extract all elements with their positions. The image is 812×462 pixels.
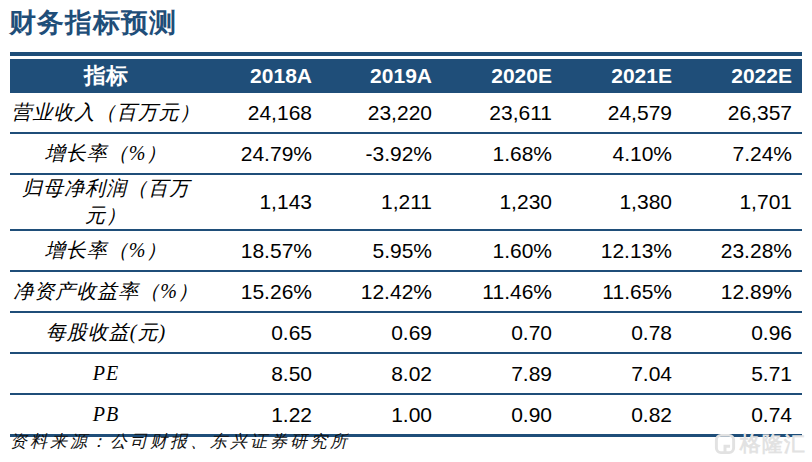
cell-value: 15.26% [202, 271, 322, 312]
cell-value: 11.65% [562, 271, 682, 312]
gelonghui-watermark: 格隆汇 [714, 430, 806, 458]
cell-value: 0.65 [202, 312, 322, 353]
cell-value: 7.24% [682, 133, 802, 174]
cell-value: 11.46% [442, 271, 562, 312]
cell-value: 24.79% [202, 133, 322, 174]
cell-value: 1,143 [202, 174, 322, 230]
cell-value: 24,168 [202, 93, 322, 133]
cell-value: 0.69 [322, 312, 442, 353]
cell-value: 26,357 [682, 93, 802, 133]
cell-value: 8.02 [322, 353, 442, 394]
cell-value: 5.95% [322, 230, 442, 271]
metric-label: 增长率（%） [10, 230, 202, 271]
cell-value: 1,211 [322, 174, 442, 230]
cell-value: 23,611 [442, 93, 562, 133]
cell-value: 7.04 [562, 353, 682, 394]
cell-value: 12.89% [682, 271, 802, 312]
column-header-2022e: 2022E [682, 59, 802, 93]
table-row: 每股收益(元) 0.65 0.69 0.70 0.78 0.96 [10, 312, 802, 353]
cell-value: 1,380 [562, 174, 682, 230]
watermark-label: 格隆汇 [740, 430, 806, 458]
metric-label: PE [10, 353, 202, 394]
cell-value: 7.89 [442, 353, 562, 394]
financial-forecast-table: 指标 2018A 2019A 2020E 2021E 2022E 营业收入（百万… [10, 59, 802, 437]
metric-label: 归母净利润（百万元） [10, 174, 202, 230]
cell-value: 23,220 [322, 93, 442, 133]
financial-forecast-table-container: 指标 2018A 2019A 2020E 2021E 2022E 营业收入（百万… [10, 52, 802, 437]
table-row: PE 8.50 8.02 7.89 7.04 5.71 [10, 353, 802, 394]
cell-value: 0.90 [442, 394, 562, 436]
column-header-metric: 指标 [10, 59, 202, 93]
cell-value: 23.28% [682, 230, 802, 271]
column-header-2020e: 2020E [442, 59, 562, 93]
cell-value: 1,701 [682, 174, 802, 230]
gelonghui-logo-icon [714, 433, 736, 455]
cell-value: 1.68% [442, 133, 562, 174]
cell-value: 12.42% [322, 271, 442, 312]
cell-value: 0.82 [562, 394, 682, 436]
cell-value: 0.78 [562, 312, 682, 353]
table-row: 营业收入（百万元） 24,168 23,220 23,611 24,579 26… [10, 93, 802, 133]
table-row: 净资产收益率（%） 15.26% 12.42% 11.46% 11.65% 12… [10, 271, 802, 312]
cell-value: 0.96 [682, 312, 802, 353]
metric-label: 营业收入（百万元） [10, 93, 202, 133]
table-row: 归母净利润（百万元） 1,143 1,211 1,230 1,380 1,701 [10, 174, 802, 230]
column-header-2018a: 2018A [202, 59, 322, 93]
table-row: 增长率（%） 18.57% 5.95% 1.60% 12.13% 23.28% [10, 230, 802, 271]
column-header-2019a: 2019A [322, 59, 442, 93]
column-header-2021e: 2021E [562, 59, 682, 93]
cell-value: 4.10% [562, 133, 682, 174]
metric-label: 净资产收益率（%） [10, 271, 202, 312]
table-header-row: 指标 2018A 2019A 2020E 2021E 2022E [10, 59, 802, 93]
cell-value: 1,230 [442, 174, 562, 230]
cell-value: 0.70 [442, 312, 562, 353]
metric-label: 增长率（%） [10, 133, 202, 174]
page-title: 财务指标预测 [9, 5, 177, 41]
source-note: 资料来源：公司财报、东兴证券研究所 [10, 430, 350, 453]
cell-value: 8.50 [202, 353, 322, 394]
cell-value: 24,579 [562, 93, 682, 133]
cell-value: 1.60% [442, 230, 562, 271]
cell-value: -3.92% [322, 133, 442, 174]
table-row: 增长率（%） 24.79% -3.92% 1.68% 4.10% 7.24% [10, 133, 802, 174]
cell-value: 18.57% [202, 230, 322, 271]
cell-value: 5.71 [682, 353, 802, 394]
metric-label: 每股收益(元) [10, 312, 202, 353]
table-top-rule [10, 52, 802, 56]
cell-value: 12.13% [562, 230, 682, 271]
